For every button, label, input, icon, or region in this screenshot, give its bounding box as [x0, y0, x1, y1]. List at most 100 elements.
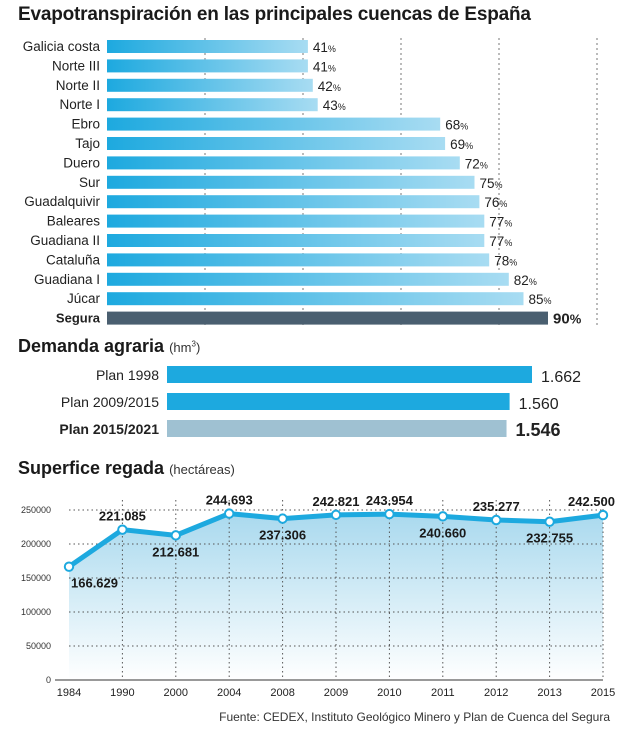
- evap-category-label: Norte III: [52, 58, 100, 73]
- superficie-value-label: 166.629: [71, 576, 118, 591]
- demanda-unit: (hm3): [169, 339, 201, 355]
- evap-bar: [107, 78, 313, 92]
- superficie-x-tick: 2015: [591, 687, 615, 699]
- evap-bar: [107, 156, 460, 170]
- evap-category-label: Guadiana I: [34, 272, 100, 287]
- superficie-y-tick: 100000: [21, 607, 51, 617]
- superficie-point: [170, 530, 182, 541]
- superficie-value-label: 237.306: [259, 528, 306, 543]
- superficie-value-label: 232.755: [526, 531, 573, 546]
- superficie-y-tick: 0: [46, 675, 51, 685]
- superficie-unit: (hectáreas): [169, 462, 235, 477]
- evap-category-label: Sur: [79, 175, 101, 190]
- evapotranspiration-chart: Galicia costa 41% Norte III 41% Norte II 42% N…: [23, 38, 598, 328]
- evap-value-label: 78%: [494, 253, 517, 268]
- superficie-x-tick: 2009: [324, 687, 348, 699]
- superficie-x-tick: 2011: [431, 687, 455, 699]
- evap-category-label: Segura: [56, 311, 101, 326]
- evap-value-label: 90%: [553, 311, 582, 328]
- superficie-y-tick: 50000: [26, 641, 51, 651]
- evap-bar: [107, 272, 509, 286]
- evap-bar: [107, 175, 475, 189]
- superficie-x-tick: 2013: [537, 687, 561, 699]
- evap-bar: [107, 253, 490, 267]
- evap-category-label: Norte I: [59, 97, 100, 112]
- evap-value-label: 75%: [480, 176, 503, 191]
- demanda-title: Demanda agraria (hm3): [18, 336, 200, 357]
- superficie-y-tick: 150000: [21, 573, 51, 583]
- superficie-x-tick: 1984: [57, 687, 81, 699]
- demanda-chart: Plan 1998 1.662 Plan 2009/2015 1.560 Plan 20…: [59, 366, 581, 440]
- superficie-point: [224, 508, 235, 519]
- superficie-title-text: Superfice regada: [18, 458, 165, 478]
- evap-category-label: Ebro: [71, 117, 100, 132]
- demanda-category-label: Plan 2015/2021: [59, 421, 159, 437]
- superficie-value-label: 212.681: [152, 544, 199, 559]
- evap-value-label: 76%: [484, 195, 507, 210]
- superficie-x-tick: 1990: [110, 687, 134, 699]
- superficie-value-label: 221.085: [99, 509, 146, 524]
- evap-category-label: Cataluña: [46, 252, 101, 267]
- evap-bar: [107, 117, 441, 131]
- superficie-point: [330, 509, 342, 521]
- evap-category-label: Duero: [63, 155, 100, 170]
- superficie-chart: 0 50000 100000 150000 200000 250000 166.629 221…: [21, 493, 615, 699]
- evap-value-label: 77%: [489, 234, 512, 249]
- demanda-bar: [167, 420, 507, 437]
- evap-category-label: Guadalquivir: [24, 194, 100, 209]
- evap-category-label: Guadiana II: [30, 233, 100, 248]
- superficie-y-tick: 200000: [21, 539, 51, 549]
- evap-bar: [107, 98, 318, 112]
- demanda-bar: [167, 366, 532, 383]
- evap-bar: [107, 234, 485, 247]
- evap-bar: [107, 195, 480, 209]
- superficie-point: [437, 511, 448, 522]
- evap-value-label: 77%: [489, 215, 512, 230]
- demanda-category-label: Plan 1998: [96, 367, 159, 383]
- evap-value-label: 82%: [514, 273, 537, 288]
- evap-category-label: Norte II: [56, 78, 100, 93]
- superficie-x-tick: 2010: [377, 687, 401, 699]
- superficie-x-tick: 2004: [217, 687, 241, 699]
- superficie-x-tick: 2000: [164, 687, 188, 699]
- demanda-category-label: Plan 2009/2015: [61, 394, 159, 410]
- evap-category-label: Baleares: [47, 214, 101, 229]
- evapotranspiration-title: Evapotranspiración en las principales cu…: [18, 4, 531, 25]
- evap-category-label: Tajo: [75, 136, 100, 151]
- superficie-point: [277, 513, 288, 524]
- evap-value-label: 72%: [465, 156, 488, 171]
- superficie-area: [69, 513, 603, 680]
- demanda-value-label: 1.546: [516, 420, 561, 440]
- superficie-x-tick: 2012: [484, 687, 508, 699]
- evap-bar: [107, 40, 308, 53]
- evap-value-label: 85%: [529, 292, 552, 307]
- evap-value-label: 69%: [450, 137, 473, 152]
- superficie-value-label: 240.660: [419, 525, 466, 540]
- superficie-x-tick: 2008: [270, 687, 294, 699]
- demanda-value-label: 1.662: [541, 369, 581, 386]
- superficie-value-label: 242.500: [568, 494, 615, 509]
- superficie-value-label: 244.693: [206, 493, 253, 508]
- superficie-point: [63, 561, 75, 572]
- evap-bar: [107, 214, 485, 228]
- superficie-point: [491, 514, 502, 526]
- superficie-point: [597, 509, 609, 521]
- superficie-point: [544, 516, 555, 527]
- demanda-value-label: 1.560: [519, 396, 559, 413]
- superficie-value-label: 243.954: [366, 493, 414, 508]
- evap-bar: [107, 59, 308, 73]
- evap-value-label: 41%: [313, 59, 336, 74]
- evap-category-label: Galicia costa: [23, 39, 101, 54]
- demanda-bar: [167, 393, 510, 410]
- superficie-value-label: 235.277: [473, 499, 520, 514]
- source-note: Fuente: CEDEX, Instituto Geológico Miner…: [219, 710, 610, 724]
- evap-value-label: 68%: [445, 118, 468, 133]
- evap-bar: [107, 311, 548, 325]
- superficie-y-tick: 250000: [21, 505, 51, 515]
- evap-value-label: 43%: [323, 98, 346, 113]
- demanda-title-text: Demanda agraria: [18, 336, 165, 356]
- evap-bar: [107, 292, 524, 306]
- superficie-title: Superfice regada (hectáreas): [18, 458, 235, 479]
- superficie-point: [117, 524, 128, 535]
- evap-bar: [107, 137, 446, 150]
